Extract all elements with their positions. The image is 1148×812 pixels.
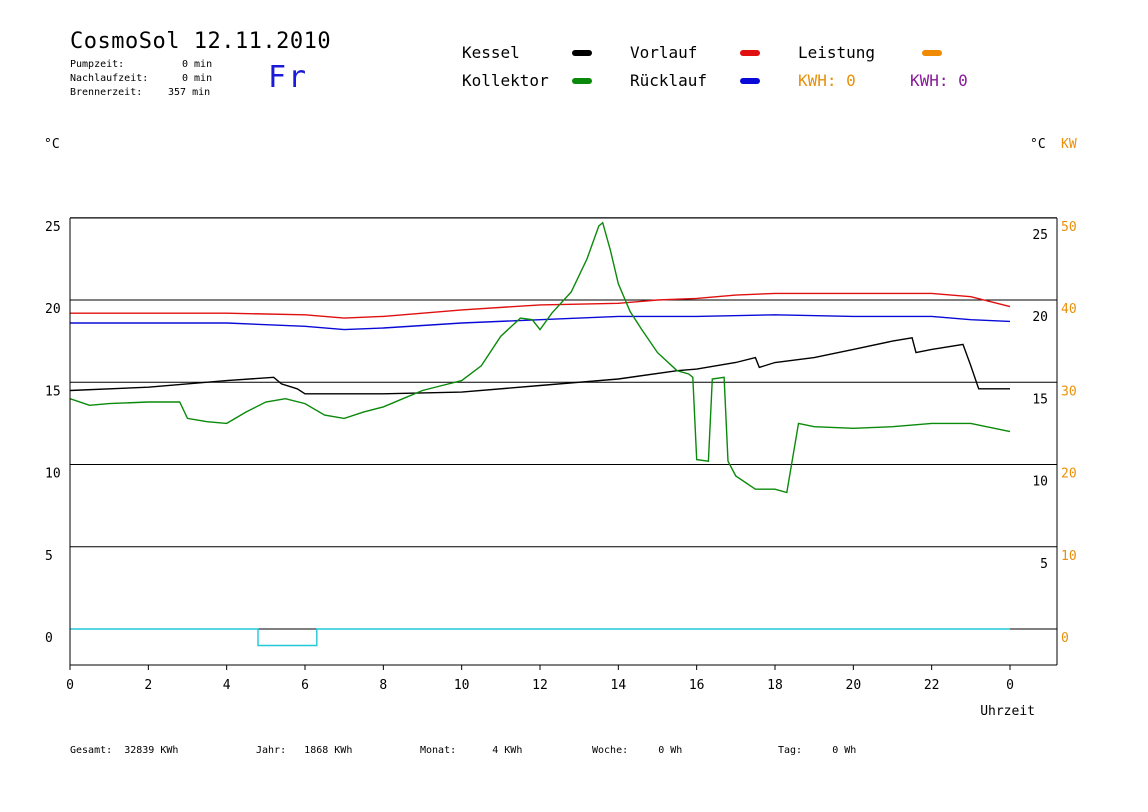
footer-tag: Tag: 0 Wh [778, 745, 857, 756]
y-tick-label-right-kw: 20 [1061, 467, 1077, 482]
weekday-label: Fr [268, 60, 309, 95]
y-tick-label-right-kw: 10 [1061, 549, 1077, 564]
x-tick-label: 16 [689, 678, 705, 693]
y-tick-label-right-kw: 0 [1061, 631, 1069, 646]
x-tick-label: 18 [767, 678, 783, 693]
legend-swatch-vorlauf [740, 50, 760, 56]
series-kollektor [69, 221, 1011, 494]
y-tick-label-right-c: 20 [1032, 310, 1048, 325]
x-tick-label: 12 [532, 678, 548, 693]
legend-label-kessel: Kessel [462, 43, 520, 62]
series-kessel [69, 337, 1010, 395]
y-tick-label-right-kw: 30 [1061, 384, 1077, 399]
footer-woche: Woche: 0 Wh [592, 745, 683, 756]
kwh-orange: KWH: 0 [798, 71, 856, 90]
y-tick-label-left: 15 [45, 384, 61, 399]
x-tick-label: 2 [144, 678, 152, 693]
y-tick-label-right-c: 10 [1032, 475, 1048, 490]
y-tick-label-left: 20 [45, 302, 61, 317]
y-tick-label-left: 5 [45, 549, 53, 564]
x-tick-label: 8 [379, 678, 387, 693]
legend-swatch-kollektor [572, 78, 592, 84]
right-axis-unit-kw: KW [1061, 137, 1077, 152]
grid-lines [70, 217, 1057, 630]
x-axis-label: Uhrzeit [980, 704, 1035, 719]
axes-group [69, 218, 1058, 670]
stats-block: Pumpzeit: 0 min Nachlaufzeit: 0 min Brenne… [70, 58, 212, 100]
stat-brennerzeit: Brennerzeit: 357 min [70, 87, 211, 98]
legend-label-ruecklauf: Rücklauf [630, 71, 708, 90]
x-tick-label: 22 [924, 678, 940, 693]
footer-jahr: Jahr: 1868 KWh [256, 745, 353, 756]
x-tick-label: 20 [846, 678, 862, 693]
series-vorlauf [70, 292, 1011, 319]
y-tick-label-left: 10 [45, 467, 61, 482]
stat-pumpzeit: Pumpzeit: 0 min [70, 59, 213, 70]
x-tick-label: 0 [66, 678, 74, 693]
series-pumpe [70, 628, 1010, 647]
legend-label-leistung: Leistung [798, 43, 876, 62]
y-tick-label-right-c: 15 [1032, 392, 1048, 407]
tick-labels: 0 2 4 6 8 10 12 14 16 18 20 22 0 Uhrzeit 0 5 10 15 20 25 5 10… [45, 220, 1077, 719]
y-tick-label-right-kw: 40 [1061, 302, 1077, 317]
y-tick-label-left: 25 [45, 220, 61, 235]
legend-swatch-leistung [922, 50, 942, 56]
x-tick-label: 14 [611, 678, 627, 693]
stat-nachlaufzeit: Nachlaufzeit: 0 min [70, 73, 213, 84]
y-tick-label-right-c: 25 [1032, 228, 1048, 243]
left-axis-unit: °C [44, 137, 60, 152]
right-axis-unit-c: °C [1030, 137, 1046, 152]
legend-swatch-kessel [572, 50, 592, 56]
y-tick-label-right-kw: 50 [1061, 220, 1077, 235]
kwh-purple: KWH: 0 [910, 71, 968, 90]
footer-gesamt: Gesamt: 32839 KWh [70, 745, 179, 756]
y-tick-label-right-c: 5 [1040, 557, 1048, 572]
footer-monat: Monat: 4 KWh [420, 745, 523, 756]
y-tick-label-left: 0 [45, 631, 53, 646]
legend-label-vorlauf: Vorlauf [630, 43, 698, 62]
x-tick-label: 4 [223, 678, 231, 693]
x-tick-label: 10 [454, 678, 470, 693]
legend-swatch-ruecklauf [740, 78, 760, 84]
x-tick-label: 6 [301, 678, 309, 693]
legend-label-kollektor: Kollektor [462, 71, 549, 90]
series-r-cklauf [70, 314, 1011, 331]
chart-title: CosmoSol 12.11.2010 [70, 29, 332, 54]
series-group [69, 221, 1011, 647]
x-tick-label: 0 [1006, 678, 1014, 693]
